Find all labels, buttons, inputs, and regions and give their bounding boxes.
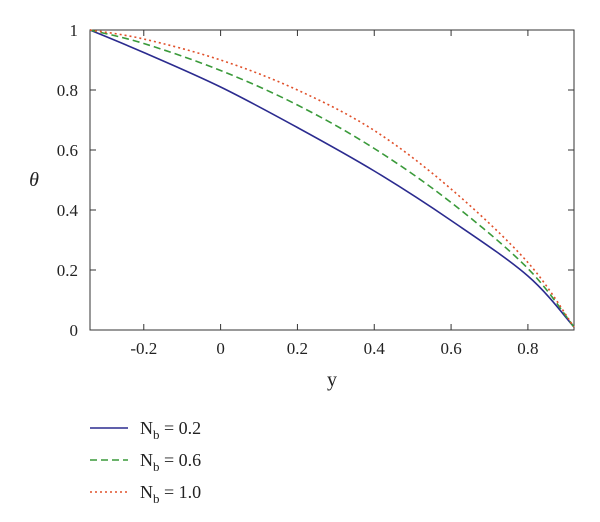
legend-label: Nb = 1.0 <box>140 482 201 506</box>
x-tick-label: 0.8 <box>517 339 538 358</box>
x-tick-label: 0.6 <box>440 339 461 358</box>
x-tick-label: 0 <box>216 339 225 358</box>
series-line-3 <box>89 29 575 328</box>
x-tick-label: 0.2 <box>287 339 308 358</box>
series-line-2 <box>89 29 575 328</box>
y-tick-label: 0.2 <box>57 261 78 280</box>
series-line-1 <box>89 29 575 328</box>
axis-ticks: -0.2 0 0.2 0.4 0.6 0.8 0 0.2 0.4 0.6 0.8 1 <box>57 21 574 358</box>
y-axis-label: θ <box>29 169 39 191</box>
y-tick-label: 0.8 <box>57 81 78 100</box>
x-tick-label: 0.4 <box>364 339 386 358</box>
legend-label: Nb = 0.2 <box>140 418 201 442</box>
y-tick-label: 1 <box>70 21 79 40</box>
y-tick-label: 0 <box>70 321 79 340</box>
x-axis-label: y <box>327 369 337 391</box>
legend-label: Nb = 0.6 <box>140 450 201 474</box>
y-tick-label: 0.4 <box>57 201 79 220</box>
y-tick-label: 0.6 <box>57 141 78 160</box>
plot-frame <box>89 29 575 331</box>
legend: Nb = 0.2 Nb = 0.6 Nb = 1.0 <box>90 418 201 506</box>
series-lines <box>89 29 575 328</box>
x-tick-label: -0.2 <box>130 339 157 358</box>
